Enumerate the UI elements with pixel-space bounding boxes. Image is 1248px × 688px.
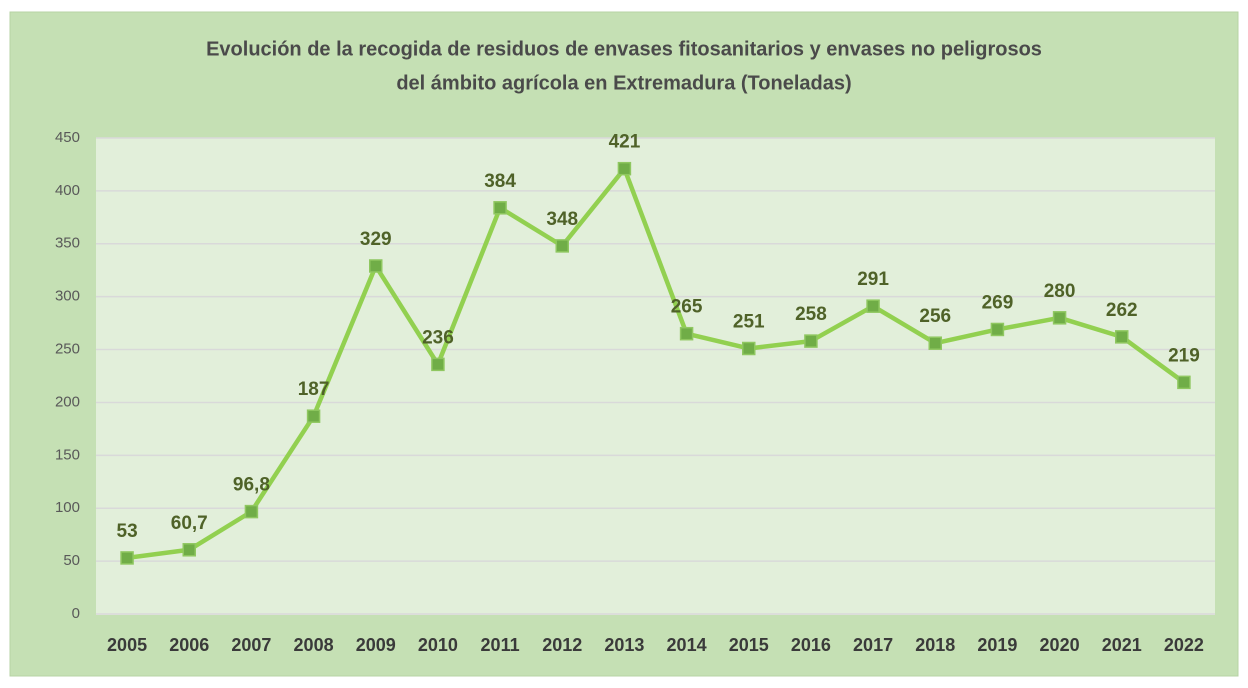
x-tick-label: 2009	[356, 635, 396, 655]
x-tick-label: 2022	[1164, 635, 1204, 655]
y-tick-label: 50	[63, 552, 80, 569]
data-label: 53	[117, 521, 138, 542]
x-tick-label: 2008	[294, 635, 334, 655]
data-point	[1177, 375, 1191, 390]
data-point	[182, 543, 196, 557]
data-label: 384	[484, 171, 516, 192]
data-label: 262	[1106, 300, 1138, 321]
x-tick-label: 2014	[667, 635, 707, 655]
y-tick-label: 450	[55, 129, 80, 146]
data-label: 265	[671, 297, 703, 318]
y-tick-label: 200	[55, 393, 80, 410]
data-point	[928, 336, 942, 350]
data-point	[431, 357, 445, 372]
data-label: 251	[733, 312, 765, 333]
y-tick-label: 300	[55, 288, 80, 305]
chart-title: del ámbito agrícola en Extremadura (Tone…	[396, 72, 851, 94]
data-label: 329	[360, 229, 392, 250]
x-tick-label: 2021	[1102, 635, 1142, 655]
plot-area	[96, 138, 1215, 615]
x-tick-label: 2019	[977, 635, 1017, 655]
x-tick-label: 2018	[915, 635, 955, 655]
data-label: 187	[298, 379, 330, 400]
data-line	[126, 166, 1186, 561]
x-tick-label: 2007	[231, 635, 271, 655]
x-tick-label: 2010	[418, 635, 458, 655]
x-tick-label: 2005	[107, 635, 147, 655]
data-point	[866, 299, 880, 313]
data-label: 219	[1168, 345, 1200, 366]
data-point	[804, 334, 818, 348]
x-tick-label: 2013	[604, 635, 644, 655]
data-label: 236	[422, 327, 454, 348]
x-tick-label: 2012	[542, 635, 582, 655]
x-tick-label: 2017	[853, 635, 893, 655]
y-tick-label: 0	[72, 605, 80, 622]
data-label: 291	[857, 269, 889, 290]
x-tick-label: 2006	[169, 635, 209, 655]
data-label: 348	[546, 209, 578, 230]
data-point	[990, 322, 1005, 337]
y-tick-label: 350	[55, 235, 80, 252]
data-point	[493, 201, 507, 215]
y-tick-label: 150	[55, 446, 80, 463]
data-label: 421	[609, 132, 641, 153]
data-point	[1052, 311, 1067, 325]
data-point	[369, 259, 383, 273]
x-tick-label: 2016	[791, 635, 831, 655]
data-point	[306, 409, 321, 423]
data-label: 269	[982, 292, 1014, 313]
y-tick-label: 250	[55, 341, 80, 358]
x-tick-label: 2020	[1040, 635, 1080, 655]
y-tick-label: 400	[55, 182, 80, 199]
data-point	[555, 239, 569, 253]
x-tick-label: 2011	[481, 635, 520, 655]
data-label: 280	[1044, 281, 1076, 302]
x-tick-label: 2015	[729, 635, 769, 655]
data-point	[617, 161, 632, 176]
data-point	[742, 341, 756, 356]
data-point	[1115, 330, 1129, 344]
data-label: 258	[795, 304, 827, 325]
chart-title: Evolución de la recogida de residuos de …	[206, 38, 1042, 60]
data-label: 96,8	[233, 475, 270, 496]
data-point	[120, 551, 134, 565]
y-tick-label: 100	[55, 499, 80, 516]
data-label: 256	[919, 306, 951, 327]
data-point	[244, 504, 259, 519]
data-label: 60,7	[171, 513, 208, 534]
data-point	[679, 326, 694, 341]
